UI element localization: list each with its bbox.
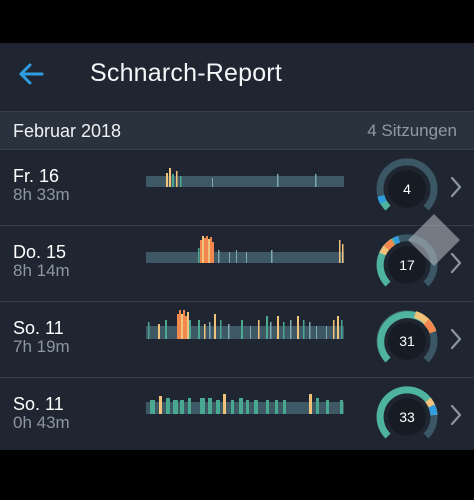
session-duration: 0h 43m — [13, 413, 70, 432]
divider — [0, 377, 474, 378]
snore-score-gauge: 31 — [376, 310, 438, 363]
snore-score-gauge: 17 — [376, 234, 438, 287]
diamond-overlay-icon — [408, 214, 460, 266]
session-row[interactable]: So. 11 7h 19m — [0, 302, 474, 377]
snore-score: 31 — [399, 333, 415, 349]
divider — [0, 301, 474, 302]
snore-score: 17 — [399, 257, 415, 273]
chevron-right-icon — [450, 252, 462, 274]
snore-score-gauge: 4 — [376, 158, 438, 211]
snore-score: 33 — [399, 409, 415, 425]
session-day: Fr. 16 — [13, 166, 60, 186]
chevron-right-icon — [450, 328, 462, 350]
session-row[interactable]: So. 11 0h 43m — [0, 378, 474, 453]
month-label: Februar 2018 — [13, 121, 122, 141]
snore-timeline — [146, 236, 344, 263]
session-duration: 8h 14m — [13, 261, 70, 280]
session-day: So. 11 — [13, 394, 64, 414]
screen: Schnarch-Report Februar 2018 4 Sitzungen… — [0, 43, 474, 450]
session-day: Do. 15 — [13, 242, 67, 262]
app-bar: Schnarch-Report — [0, 43, 474, 111]
session-count: 4 Sitzungen — [367, 121, 457, 140]
session-row[interactable]: Do. 15 8h 14m 17 — [0, 226, 474, 301]
snore-score-gauge: 33 — [376, 386, 438, 439]
snore-timeline — [146, 168, 344, 187]
divider — [0, 149, 474, 150]
session-duration: 7h 19m — [13, 337, 70, 356]
chevron-right-icon — [450, 176, 462, 198]
snore-timeline — [146, 310, 344, 339]
session-duration: 8h 33m — [13, 185, 70, 204]
session-row[interactable]: Fr. 16 8h 33m 4 — [0, 150, 474, 225]
arrow-left-icon[interactable] — [14, 57, 48, 91]
divider — [0, 225, 474, 226]
chevron-right-icon — [450, 404, 462, 426]
snore-timeline — [146, 394, 344, 414]
month-header: Februar 2018 4 Sitzungen — [0, 112, 474, 149]
divider — [0, 111, 474, 112]
snore-score: 4 — [403, 181, 411, 197]
page-title: Schnarch-Report — [90, 59, 282, 87]
session-day: So. 11 — [13, 318, 64, 338]
